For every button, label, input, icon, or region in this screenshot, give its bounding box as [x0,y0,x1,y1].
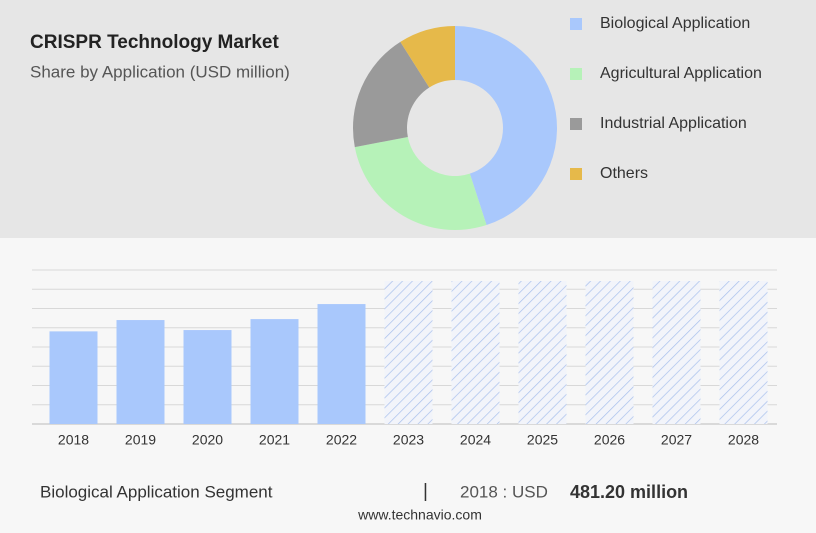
footer-value: 481.20 million [570,482,688,502]
donut-slice [455,26,558,226]
x-tick-label: 2021 [259,432,290,448]
legend-swatch [570,68,582,80]
x-tick-label: 2025 [527,432,558,448]
forecast-bar [585,281,634,424]
forecast-bar [719,281,768,424]
legend-label: Biological Application [600,15,750,32]
forecast-bar [518,281,567,424]
bar [49,331,98,424]
legend-swatch [570,168,582,180]
x-tick-label: 2026 [594,432,625,448]
forecast-bar [652,281,701,424]
x-tick-label: 2028 [728,432,759,448]
footer-segment: Biological Application Segment [40,482,273,501]
x-tick-label: 2019 [125,432,156,448]
donut-slice [353,41,430,148]
legend-label: Others [600,165,648,182]
footer-separator: | [423,481,428,502]
chart-title: CRISPR Technology Market [30,32,279,53]
legend-label: Industrial Application [600,115,747,132]
bar-chart: 2018 2019 2020 2021 2022 2023 2024 2025 2026 2027… [32,269,777,448]
x-tick-label: 2018 [58,432,89,448]
x-tick-label: 2022 [326,432,357,448]
x-tick-label: 2024 [460,432,491,448]
legend-label: Agricultural Application [600,65,762,82]
x-tick-label: 2023 [393,432,424,448]
chart-subtitle: Share by Application (USD million) [30,62,290,81]
forecast-bar [384,281,433,424]
donut [353,26,558,231]
legend: Biological Application Agricultural Appli… [570,15,762,182]
bar [116,320,165,424]
donut-slice [354,136,487,231]
forecast-bar [451,281,500,424]
legend-swatch [570,118,582,130]
bar [250,319,299,424]
x-tick-label: 2020 [192,432,223,448]
x-tick-label: 2027 [661,432,692,448]
donut-slice [400,26,455,88]
legend-swatch [570,18,582,30]
bar [317,304,366,424]
bar [183,330,232,424]
source: www.technavio.com [357,507,482,523]
footer-year: 2018 : USD [460,482,548,501]
